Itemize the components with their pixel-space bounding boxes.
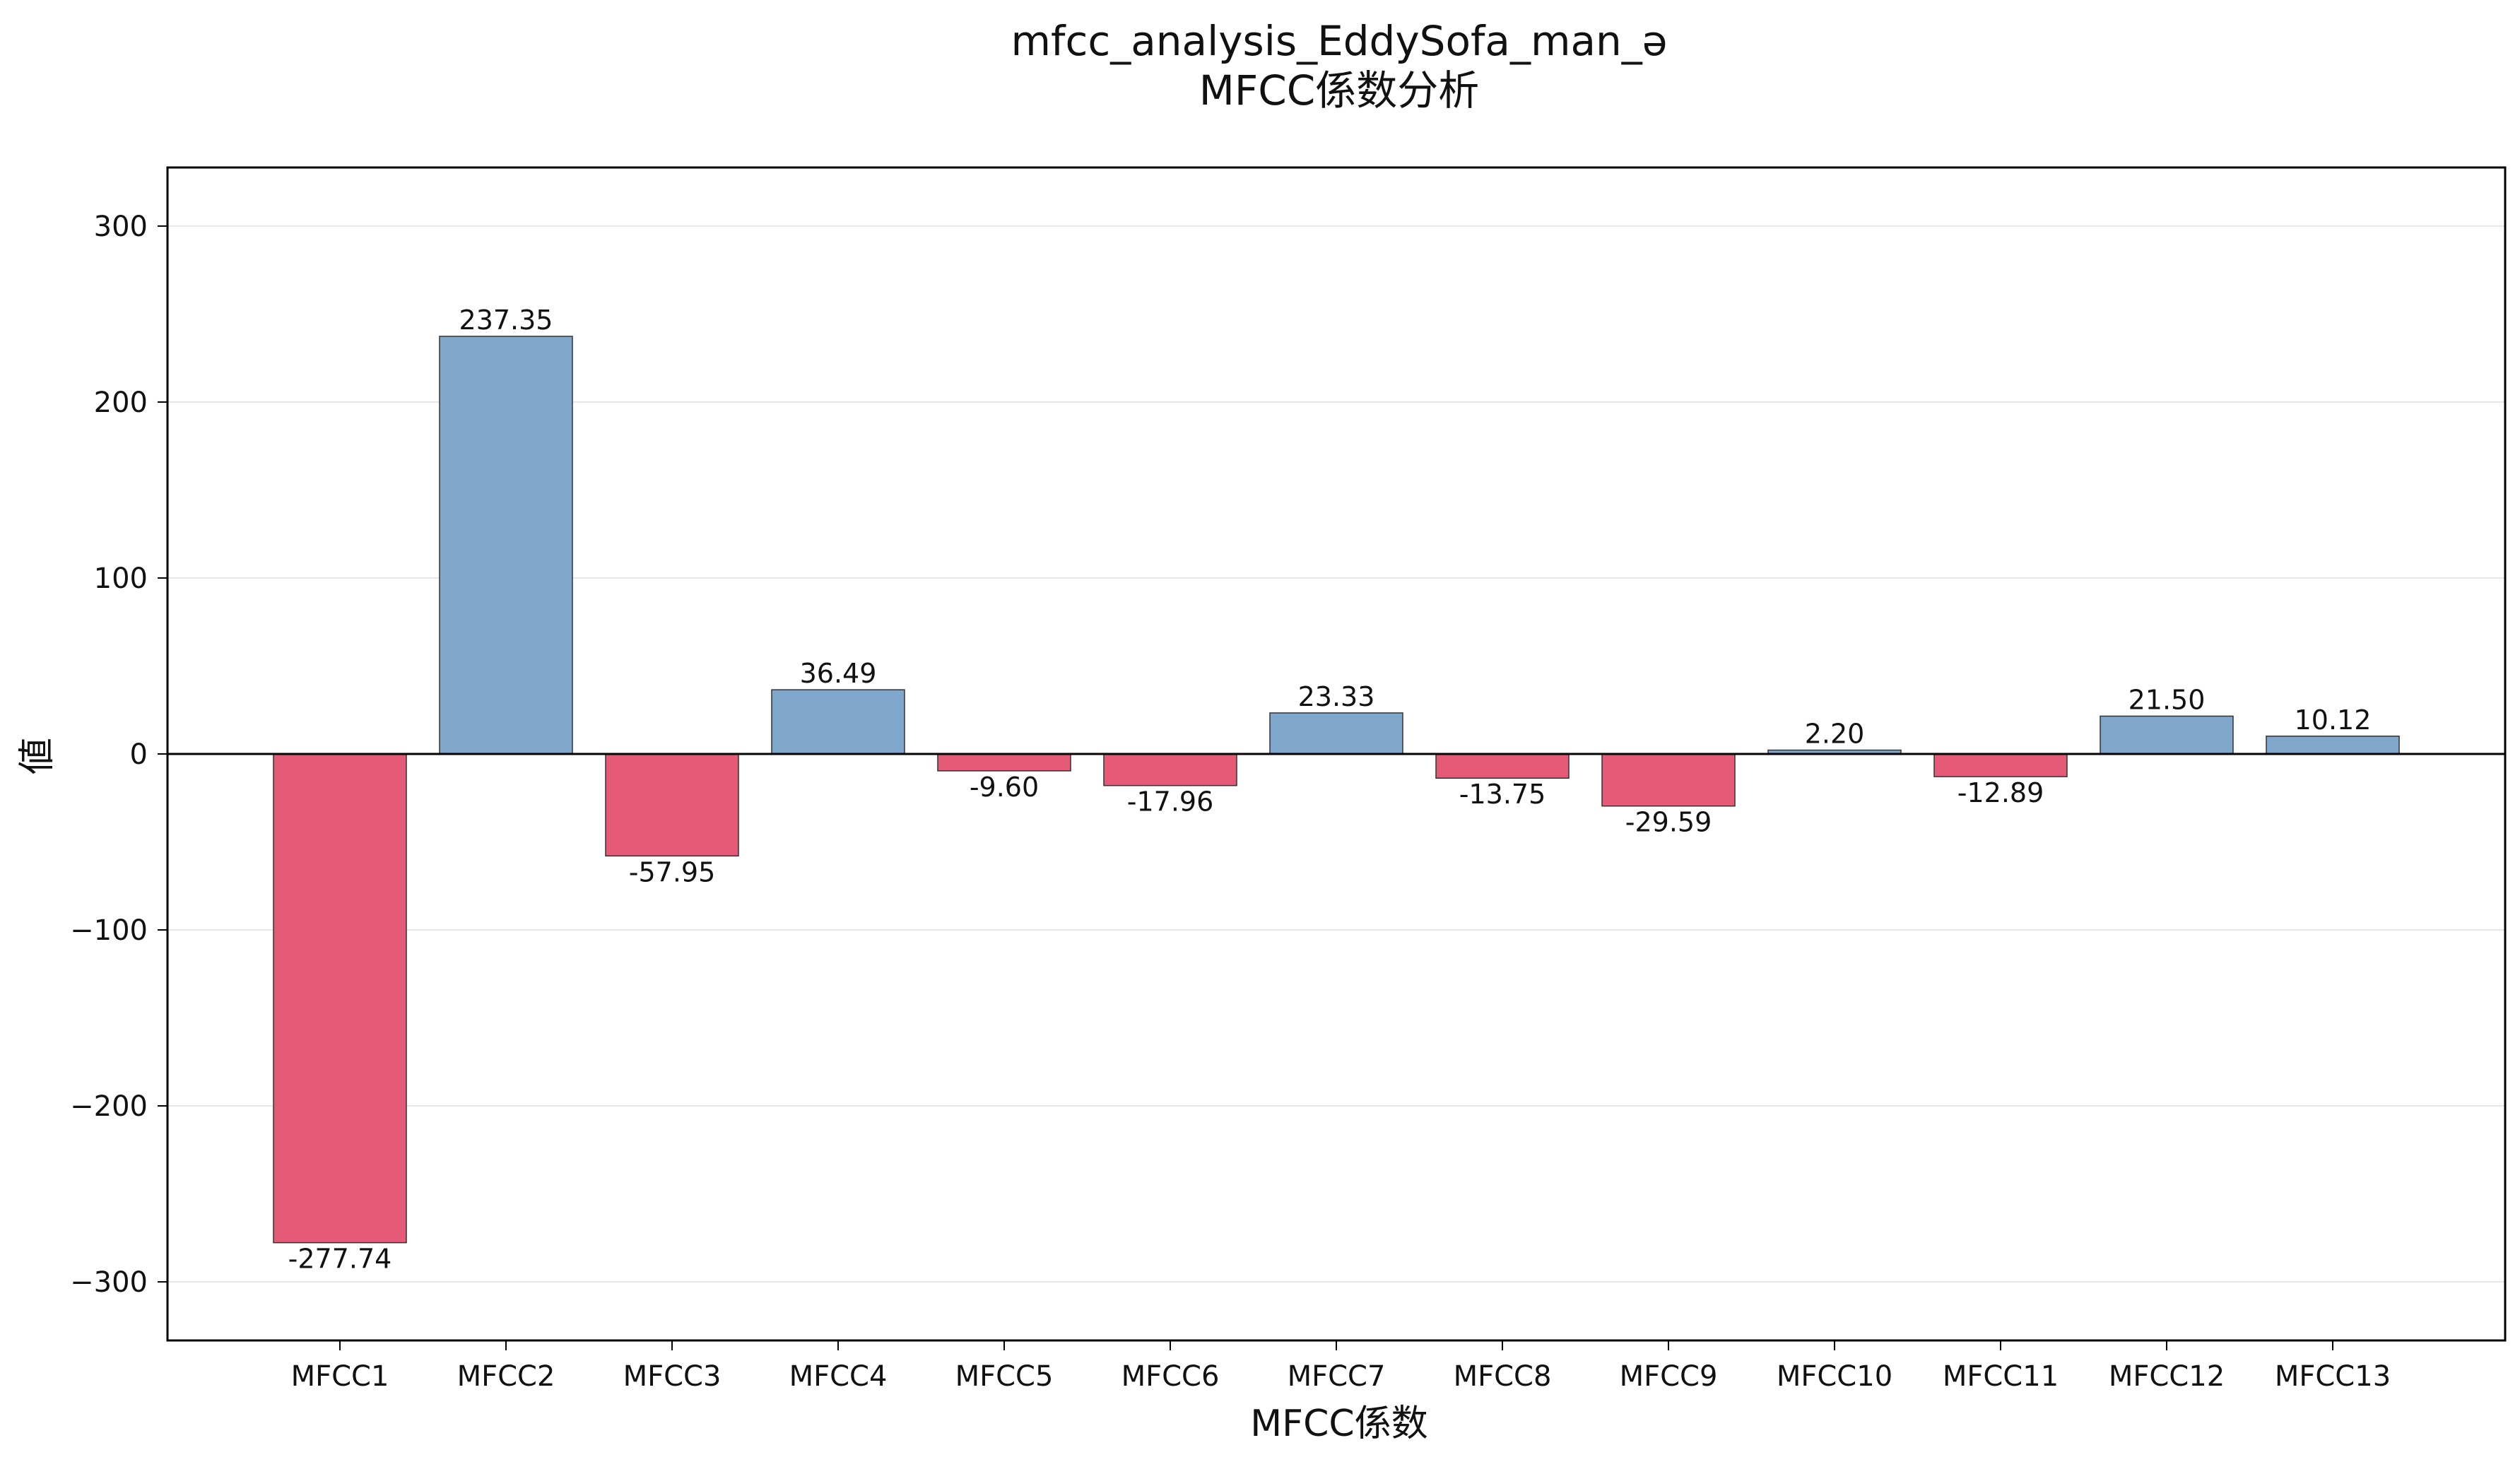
x-tick-label: MFCC7 <box>1288 1360 1386 1393</box>
value-label: 21.50 <box>2129 684 2206 715</box>
y-tick-label: −300 <box>70 1266 148 1299</box>
value-label: -13.75 <box>1459 779 1546 810</box>
bar-mfcc1 <box>273 753 407 1244</box>
x-tick-label: MFCC13 <box>2275 1360 2391 1393</box>
bar-mfcc12 <box>2100 715 2234 755</box>
x-tick-label: MFCC5 <box>955 1360 1054 1393</box>
bar-mfcc6 <box>1103 753 1237 786</box>
y-tick-label: 200 <box>94 387 148 419</box>
bar-mfcc11 <box>1933 753 2068 777</box>
y-tick-label: 0 <box>130 738 148 771</box>
value-label: 237.35 <box>459 305 553 336</box>
bar-mfcc8 <box>1435 753 1570 779</box>
x-tick-label: MFCC4 <box>789 1360 888 1393</box>
value-label: -29.59 <box>1625 807 1712 838</box>
bar-mfcc2 <box>439 336 573 755</box>
x-tick-label: MFCC10 <box>1777 1360 1892 1393</box>
x-axis-label: MFCC係数 <box>1250 1403 1427 1445</box>
bar-mfcc3 <box>605 753 739 857</box>
x-tick-label: MFCC3 <box>623 1360 722 1393</box>
bars <box>273 336 2400 1244</box>
y-tick-label: −200 <box>70 1090 148 1123</box>
x-tick-label: MFCC12 <box>2109 1360 2225 1393</box>
y-axis-ticks: 300 200 100 0 −100 −200 −300 <box>70 211 167 1299</box>
bar-mfcc5 <box>937 753 1071 772</box>
value-label: 2.20 <box>1805 719 1865 750</box>
value-labels: -277.74 237.35 -57.95 36.49 -9.60 -17.96 23.33… <box>288 305 2372 1275</box>
bar-mfcc9 <box>1601 753 1736 807</box>
bar-mfcc4 <box>771 689 905 755</box>
value-label: -9.60 <box>970 772 1039 803</box>
x-tick-label: MFCC6 <box>1121 1360 1220 1393</box>
value-label: -277.74 <box>288 1244 392 1275</box>
x-tick-label: MFCC2 <box>457 1360 555 1393</box>
chart-title: mfcc_analysis_EddySofa_man_ə <box>1011 17 1668 65</box>
y-axis-label: 値 <box>16 738 59 774</box>
x-tick-label: MFCC11 <box>1943 1360 2059 1393</box>
x-tick-label: MFCC9 <box>1620 1360 1718 1393</box>
x-tick-label: MFCC8 <box>1454 1360 1552 1393</box>
value-label: 23.33 <box>1298 681 1375 712</box>
y-tick-label: −100 <box>70 914 148 947</box>
value-label: 10.12 <box>2295 705 2372 736</box>
x-axis-ticks: MFCC1 MFCC2 MFCC3 MFCC4 MFCC5 MFCC6 MFCC7 MFCC8… <box>291 1340 2391 1393</box>
bar-mfcc13 <box>2266 736 2400 755</box>
y-tick-label: 300 <box>94 211 148 243</box>
value-label: 36.49 <box>800 658 877 689</box>
value-label: -12.89 <box>1957 777 2044 808</box>
value-label: -57.95 <box>629 856 716 888</box>
y-tick-label: 100 <box>94 562 148 595</box>
value-label: -17.96 <box>1127 786 1214 818</box>
chart-subtitle: MFCC係数分析 <box>1199 66 1479 114</box>
x-tick-label: MFCC1 <box>291 1360 389 1393</box>
bar-mfcc7 <box>1269 712 1403 755</box>
